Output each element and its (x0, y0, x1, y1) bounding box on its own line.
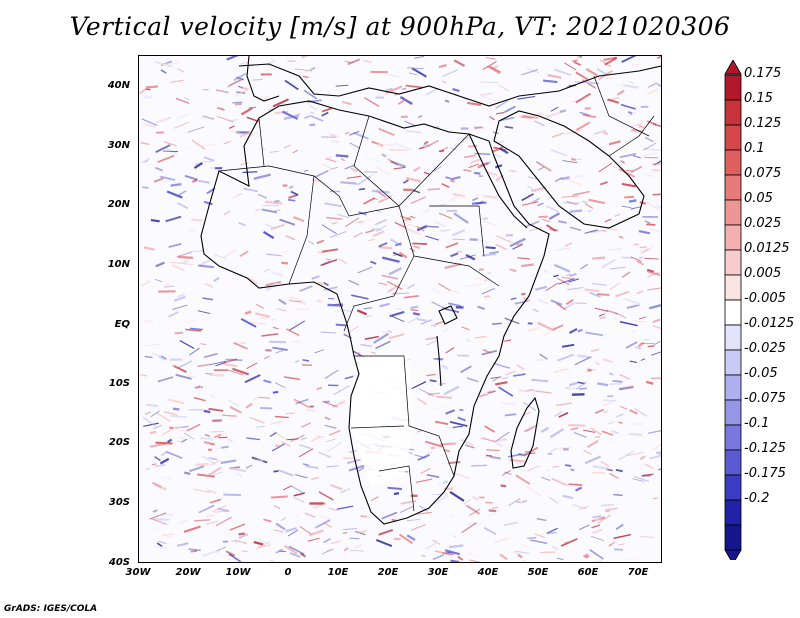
coastlines (200, 56, 661, 525)
lon-label-10w: 10W (225, 567, 251, 578)
colorbar-swatch (724, 399, 742, 426)
colorbar-tick-label: 0.005 (744, 266, 782, 281)
colorbar-tick-label: -0.025 (744, 341, 786, 356)
colorbar-swatch (724, 299, 742, 326)
colorbar-swatch (724, 499, 742, 526)
colorbar-swatch (724, 74, 742, 101)
lat-label-10s: 10S (108, 378, 130, 389)
colorbar-tick-label: 0.0125 (744, 241, 790, 256)
colorbar-tick-label: -0.1 (744, 416, 770, 431)
lon-label-30w: 30W (125, 567, 151, 578)
lat-label-20n: 20N (107, 199, 130, 210)
map-plot-area (138, 55, 662, 563)
colorbar-swatch (724, 524, 742, 551)
lat-label-eq: EQ (114, 319, 130, 330)
colorbar-swatch (724, 474, 742, 501)
colorbar-swatch (724, 249, 742, 276)
lon-label-20e: 20E (377, 567, 399, 578)
colorbar-tick-label: -0.0125 (744, 316, 795, 331)
lat-label-20s: 20S (108, 437, 130, 448)
colorbar-swatch (724, 274, 742, 301)
colorbar-tick-label: 0.125 (744, 116, 782, 131)
lat-label-30s: 30S (108, 497, 130, 508)
lon-label-70e: 70E (627, 567, 649, 578)
colorbar-tick-label: -0.005 (744, 291, 786, 306)
lon-label-30e: 30E (427, 567, 449, 578)
colorbar-tick-label: -0.125 (744, 441, 786, 456)
colorbar-swatch (724, 199, 742, 226)
lat-label-40n: 40N (107, 80, 130, 91)
lat-label-10n: 10N (107, 259, 130, 270)
colorbar-swatch (724, 424, 742, 451)
colorbar-tick-label: 0.175 (744, 66, 782, 81)
lon-label-20w: 20W (175, 567, 201, 578)
colorbar-tick-label: 0.075 (744, 166, 782, 181)
colorbar-swatch (724, 149, 742, 176)
credit-text: GrADS: IGES/COLA (4, 604, 98, 614)
colorbar-swatch (724, 349, 742, 376)
colorbar-top-arrow (724, 60, 742, 75)
lat-label-30n: 30N (107, 140, 130, 151)
map-title: Vertical velocity [m/s] at 900hPa, VT: 2… (69, 12, 731, 41)
colorbar-swatch (724, 374, 742, 401)
colorbar-tick-label: 0.15 (744, 91, 773, 106)
lon-label-40e: 40E (477, 567, 499, 578)
lon-label-0: 0 (284, 567, 292, 578)
colorbar-bottom-arrow (724, 549, 742, 560)
lon-label-50e: 50E (527, 567, 549, 578)
colorbar-swatch (724, 224, 742, 251)
colorbar-tick-label: 0.025 (744, 216, 782, 231)
lon-label-60e: 60E (577, 567, 599, 578)
lat-label-40s: 40S (108, 557, 130, 568)
velocity-field-map (139, 56, 661, 562)
colorbar-swatch (724, 99, 742, 126)
colorbar-tick-label: 0.05 (744, 191, 773, 206)
colorbar-swatch (724, 124, 742, 151)
colorbar-swatch (724, 449, 742, 476)
colorbar-tick-label: -0.075 (744, 391, 786, 406)
colorbar-tick-label: 0.1 (744, 141, 765, 156)
lon-label-10e: 10E (327, 567, 349, 578)
colorbar-swatch (724, 324, 742, 351)
colorbar-tick-label: -0.175 (744, 466, 786, 481)
colorbar-swatch (724, 174, 742, 201)
colorbar-tick-label: -0.2 (744, 491, 770, 506)
colorbar (724, 60, 742, 560)
colorbar-tick-label: -0.05 (744, 366, 778, 381)
